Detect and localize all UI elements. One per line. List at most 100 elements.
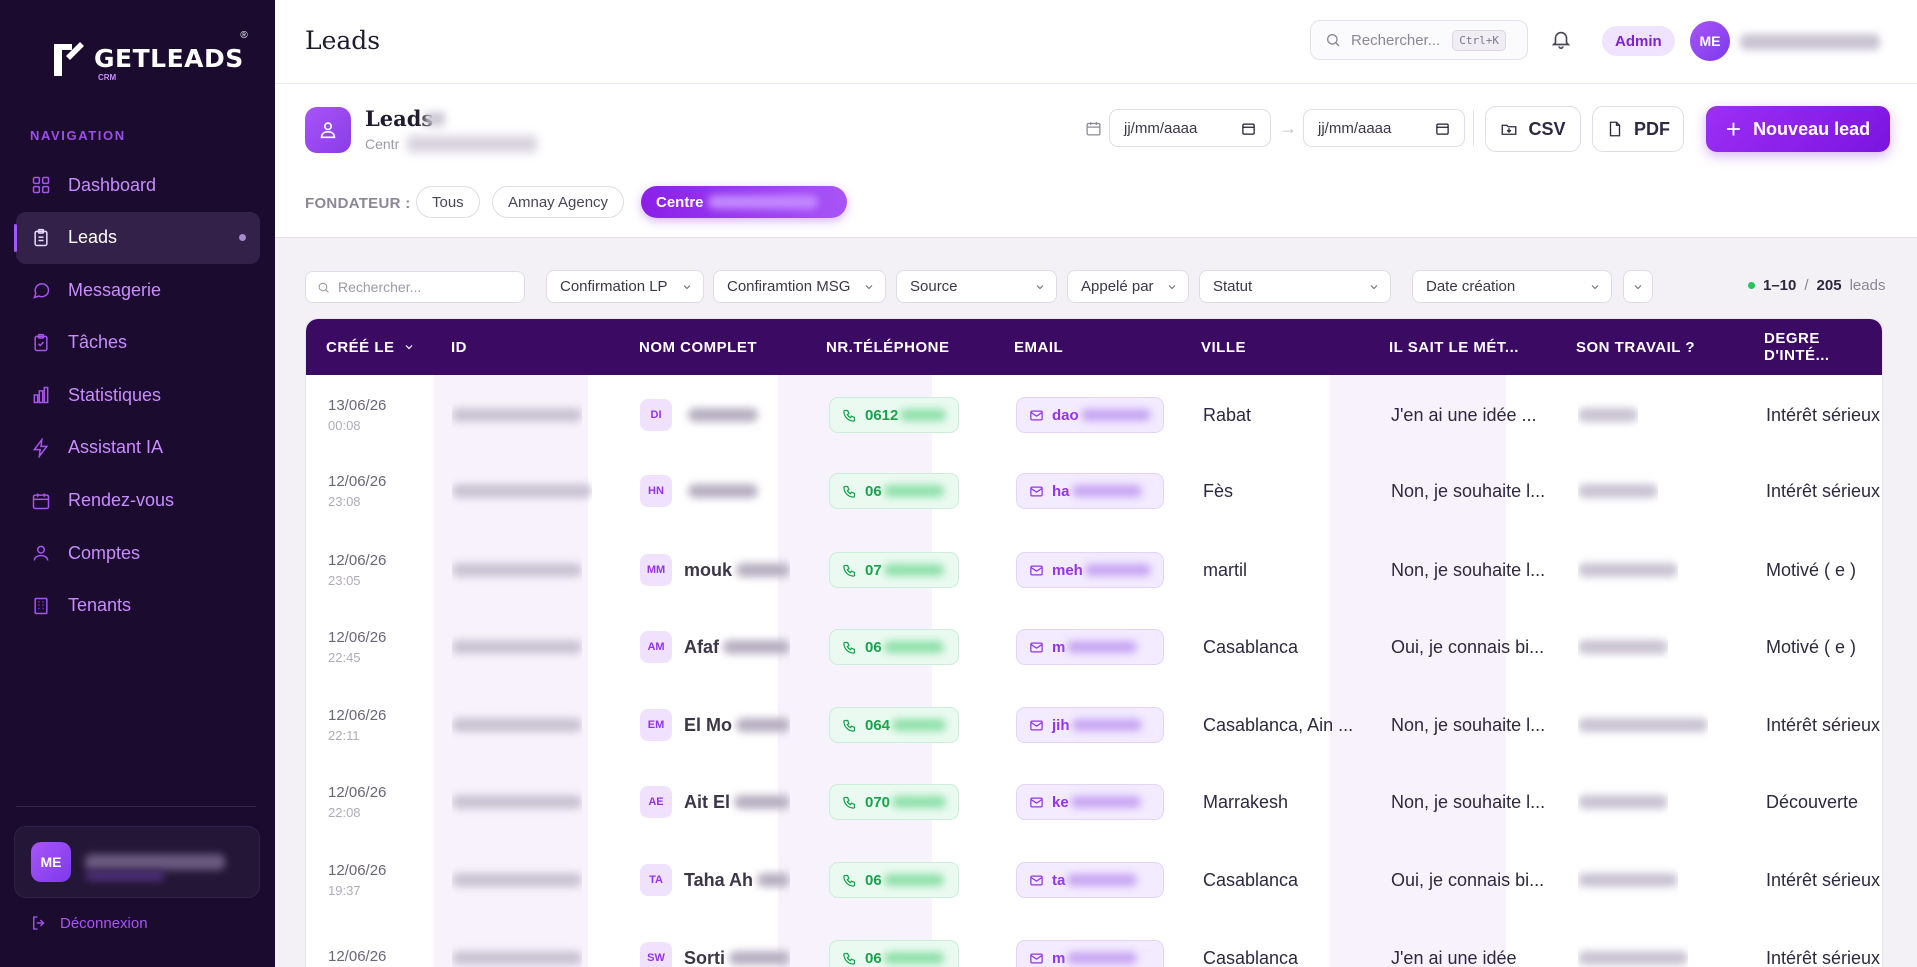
sidebar-item-label: Statistiques (68, 384, 162, 405)
phone-button[interactable]: 06 (829, 629, 959, 665)
email-prefix: m (1052, 949, 1066, 967)
new-lead-button[interactable]: + Nouveau lead (1706, 106, 1890, 152)
logout-button[interactable]: Déconnexion (30, 914, 148, 932)
table-row[interactable]: 12/06/26 19:37 TA Taha Ah 06 ta Casablan… (306, 841, 1882, 919)
cell-phone: 06 (829, 919, 959, 967)
lead-name: El Mo (684, 714, 732, 735)
column-header-name[interactable]: NOM COMPLET (639, 338, 757, 356)
global-search-input[interactable]: Rechercher... Ctrl+K (1310, 20, 1528, 60)
sidebar-item-label: Dashboard (68, 174, 157, 195)
cell-name: MM mouk (640, 532, 790, 608)
phone-button[interactable]: 0612 (829, 397, 959, 433)
user-card[interactable]: ME (14, 826, 260, 898)
date-to-input[interactable]: jj/mm/aaaa (1303, 109, 1465, 147)
name-redacted (688, 484, 758, 498)
email-button[interactable]: ke (1016, 784, 1164, 820)
column-header-knows-job[interactable]: IL SAIT LE MÉT... (1389, 338, 1519, 356)
column-header-phone[interactable]: NR.TÉLÉPHONE (826, 338, 950, 356)
filter-confirmation-lp[interactable]: Confirmation LP (546, 270, 704, 303)
lead-initials: AE (640, 786, 672, 818)
role-badge: Admin (1602, 26, 1675, 56)
column-header-work[interactable]: SON TRAVAIL ? (1576, 338, 1695, 356)
email-redacted (1080, 409, 1151, 421)
export-csv-button[interactable]: CSV (1485, 106, 1581, 152)
sidebar-item-leads[interactable]: Leads (14, 211, 260, 264)
sidebar-item-tenants[interactable]: Tenants (16, 580, 260, 632)
created-time: 23:05 (328, 573, 361, 588)
phone-button[interactable]: 06 (829, 862, 959, 898)
sidebar-item-assistant-ia[interactable]: Assistant IA (16, 422, 260, 474)
email-redacted (1071, 485, 1142, 497)
column-header-city[interactable]: VILLE (1201, 338, 1247, 356)
page-header: Leads Centr jj/mm/aaaa → jj/mm/aaaa CSV … (275, 84, 1917, 238)
table-search-input[interactable]: Rechercher... (305, 271, 525, 303)
email-button[interactable]: m (1016, 940, 1164, 967)
pdf-label: PDF (1634, 118, 1670, 139)
phone-icon (843, 641, 856, 654)
sidebar-item-comptes[interactable]: Comptes (16, 527, 260, 579)
table-row[interactable]: 12/06/26 23:08 HN 06 ha Fès Non, je souh… (306, 451, 1882, 531)
column-header-created[interactable]: CRÉÉ LE (326, 319, 415, 375)
leads-table: CRÉÉ LE ID NOM COMPLET NR.TÉLÉPHONE EMAI… (305, 318, 1883, 967)
table-header: CRÉÉ LE ID NOM COMPLET NR.TÉLÉPHONE EMAI… (306, 319, 1882, 375)
cell-name: AE Ait El (640, 763, 790, 841)
select-label: Appelé par (1081, 278, 1154, 295)
results-count: 1–10 / 205 leads (1748, 277, 1885, 294)
cell-email: m (1016, 608, 1164, 686)
filter-date-creation[interactable]: Date création (1412, 270, 1612, 303)
calendar-picker-icon (1436, 123, 1449, 135)
phone-button[interactable]: 070 (829, 784, 959, 820)
column-header-id[interactable]: ID (451, 338, 467, 356)
table-row[interactable]: 12/06/26 22:08 AE Ait El 070 ke Marrakes… (306, 763, 1882, 841)
table-row[interactable]: 12/06/26 22:45 AM Afaf 06 m Casablanca O… (306, 608, 1882, 686)
clipboard-icon (30, 227, 52, 249)
table-row[interactable]: 13/06/26 00:08 DI 0612 dao Rabat J'en ai… (306, 375, 1882, 455)
phone-button[interactable]: 064 (829, 707, 959, 743)
app-logo[interactable]: GETLEADS CRM ® (50, 30, 248, 82)
phone-button[interactable]: 06 (829, 940, 959, 967)
more-filters-button[interactable] (1623, 270, 1653, 303)
filter-statut[interactable]: Statut (1199, 270, 1391, 303)
cell-city: Casablanca, Ain ... (1203, 714, 1354, 735)
profile-avatar[interactable]: ME (1690, 21, 1730, 61)
sidebar-item-taches[interactable]: Tâches (16, 317, 260, 369)
email-button[interactable]: ta (1016, 862, 1164, 898)
date-from-input[interactable]: jj/mm/aaaa (1109, 109, 1271, 147)
sidebar-item-dashboard[interactable]: Dashboard (16, 159, 260, 211)
logo-mark-icon (50, 36, 90, 80)
email-button[interactable]: meh (1016, 552, 1164, 588)
fondateur-chip-amnay[interactable]: Amnay Agency (492, 186, 625, 218)
sidebar-item-label: Leads (68, 227, 118, 248)
table-row[interactable]: 12/06/26 23:05 MM mouk 07 meh martil Non… (306, 532, 1882, 608)
table-row[interactable]: 12/06/26 22:11 EM El Mo 064 jih Casablan… (306, 686, 1882, 764)
phone-button[interactable]: 06 (829, 473, 959, 509)
notifications-button[interactable] (1550, 28, 1574, 52)
cell-name: DI (640, 375, 790, 455)
sidebar-divider (16, 806, 256, 807)
logout-icon (33, 916, 45, 930)
filter-source[interactable]: Source (896, 270, 1057, 303)
cell-id (452, 919, 582, 967)
email-button[interactable]: jih (1016, 707, 1164, 743)
lead-initials: HN (640, 475, 672, 507)
calendar-picker-icon (1242, 123, 1255, 135)
fondateur-chip-all[interactable]: Tous (416, 186, 480, 218)
cell-created: 12/06/26 22:08 (328, 763, 386, 841)
cell-id (452, 375, 582, 455)
fondateur-chip-centre[interactable]: Centre (641, 186, 847, 218)
phone-button[interactable]: 07 (829, 552, 959, 588)
sidebar-item-rendez-vous[interactable]: Rendez-vous (16, 475, 260, 527)
sidebar-item-messagerie[interactable]: Messagerie (16, 264, 260, 316)
column-header-interest[interactable]: DEGRE D'INTÉ... (1764, 330, 1830, 364)
email-button[interactable]: m (1016, 629, 1164, 665)
email-button[interactable]: ha (1016, 473, 1164, 509)
sidebar-item-statistiques[interactable]: Statistiques (16, 369, 260, 421)
table-row[interactable]: 12/06/26 SW Sorti 06 m Casablanca J'en a… (306, 919, 1882, 967)
cell-phone: 06 (829, 451, 959, 531)
column-header-email[interactable]: EMAIL (1014, 338, 1064, 356)
export-pdf-button[interactable]: PDF (1592, 106, 1684, 152)
work-redacted (1578, 563, 1678, 577)
email-button[interactable]: dao (1016, 397, 1164, 433)
filter-confirmation-msg[interactable]: Confiramtion MSG (713, 270, 886, 303)
filter-appele-par[interactable]: Appelé par (1067, 270, 1189, 303)
